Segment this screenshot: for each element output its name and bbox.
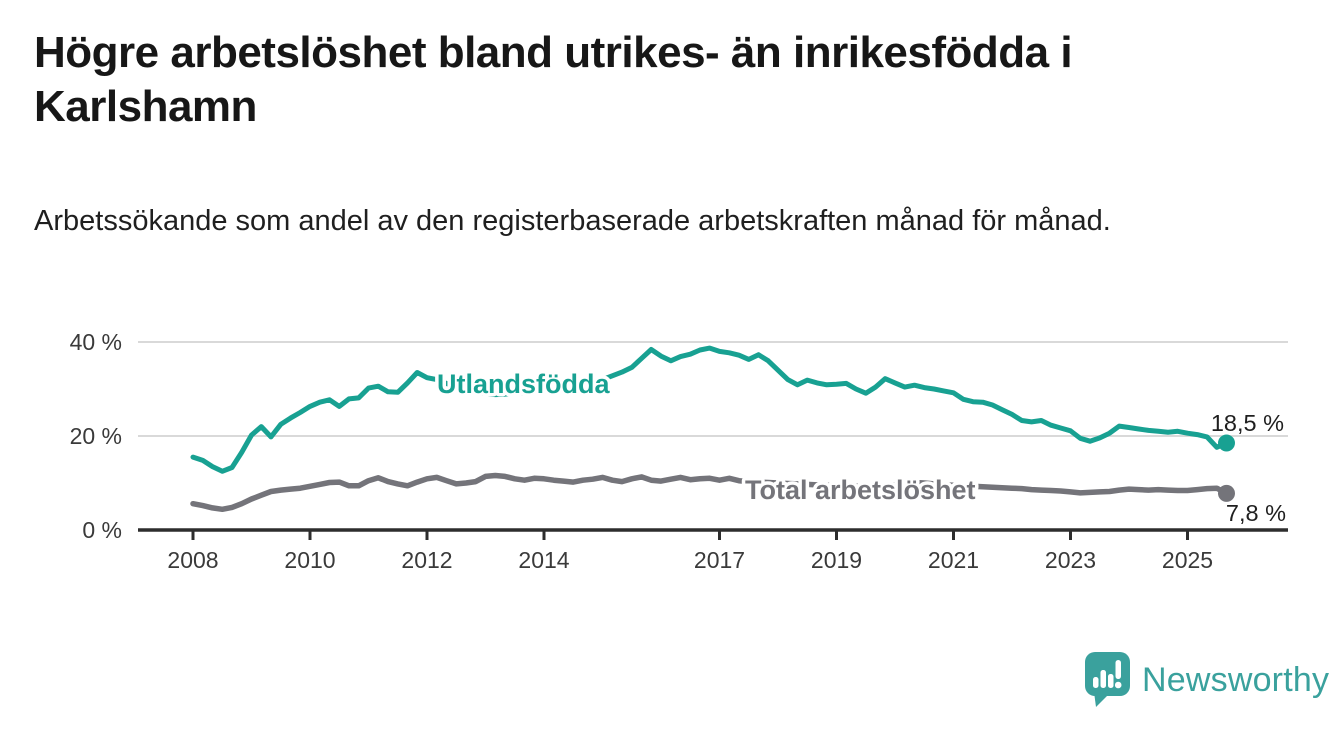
chart-subtitle: Arbetssökande som andel av den registerb…: [34, 205, 1111, 237]
series-end-value-utlandsfodda: 18,5 %: [1211, 410, 1284, 436]
x-axis-tick-label: 2023: [1045, 547, 1096, 573]
series-end-value-total: 7,8 %: [1226, 500, 1286, 526]
line-chart: 2008 2010 2012 2014 2017 2019 2021 2023 2025 0 % 2…: [70, 329, 1288, 573]
series-label-utlandsfodda: Utlandsfödda: [437, 369, 610, 399]
x-axis-tick-label: 2017: [694, 547, 745, 573]
y-axis-tick-label: 40 %: [70, 329, 122, 355]
series-end-dot-utlandsfodda: [1218, 434, 1235, 452]
x-axis-tick-label: 2012: [401, 547, 452, 573]
page-title: Högre arbetslöshet bland utrikes- än inr…: [34, 28, 1073, 131]
x-axis-tick-label: 2008: [167, 547, 218, 573]
newsworthy-logo: Newsworthy: [1084, 652, 1329, 708]
y-axis-tick-label: 20 %: [70, 423, 122, 449]
x-axis-tick-label: 2021: [928, 547, 979, 573]
x-axis-tick-label: 2025: [1162, 547, 1213, 573]
newsworthy-icon: [1085, 652, 1130, 707]
series-label-total: Total arbetslöshet: [745, 475, 976, 505]
series-line-utlandsfodda: [190, 345, 1229, 474]
x-axis-tick-label: 2019: [811, 547, 862, 573]
series-end-dot-total: [1218, 484, 1235, 502]
x-axis-tick-label: 2014: [518, 547, 569, 573]
newsworthy-wordmark: Newsworthy: [1142, 660, 1330, 699]
y-axis-tick-label: 0 %: [82, 517, 122, 543]
series-line-total: [190, 472, 1230, 513]
x-axis-tick-label: 2010: [284, 547, 335, 573]
